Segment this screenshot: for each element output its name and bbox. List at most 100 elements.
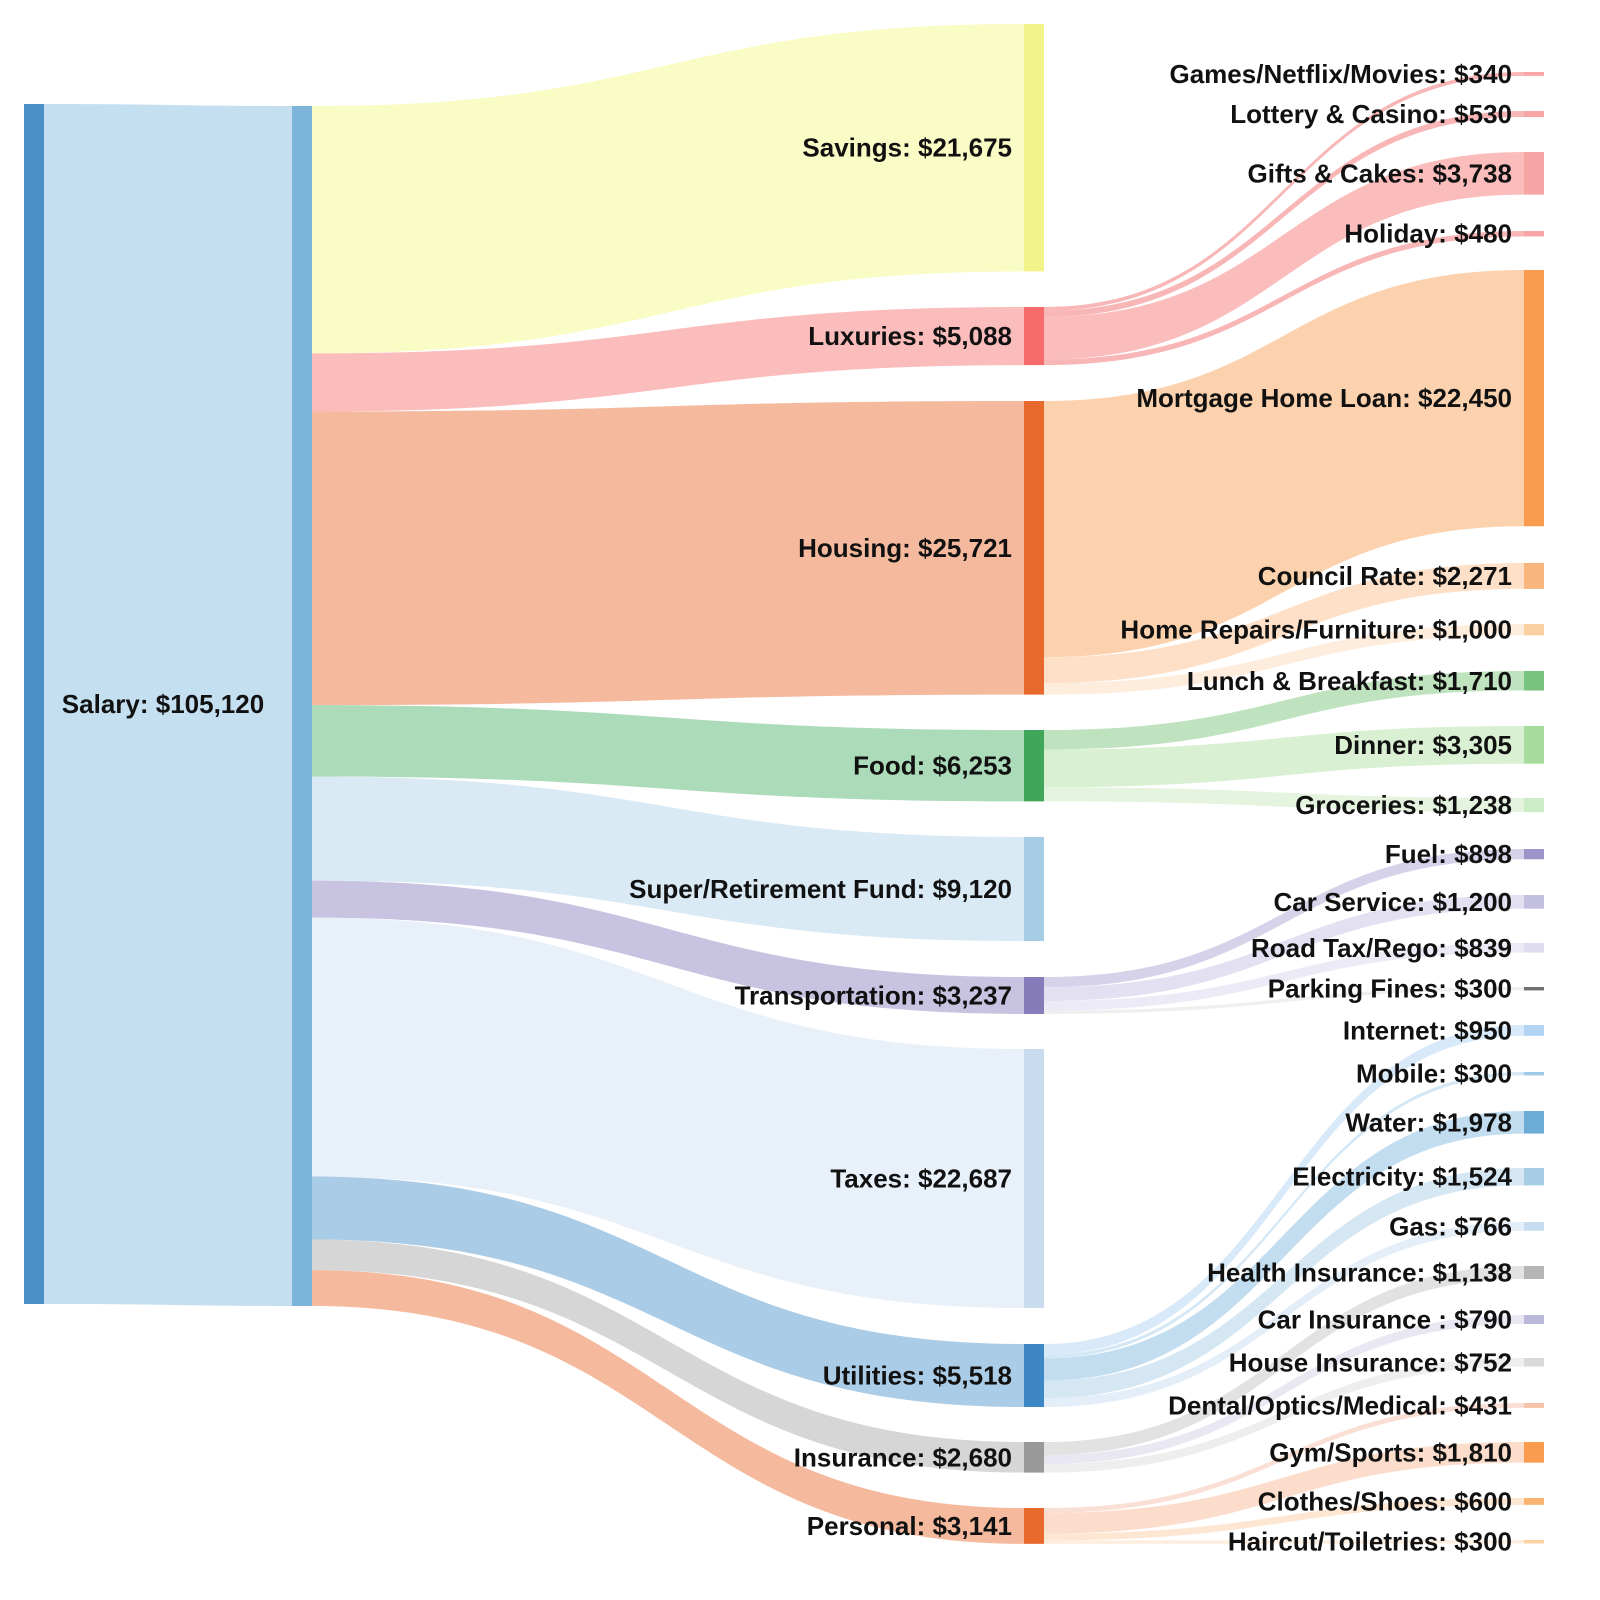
node-savings — [1024, 24, 1044, 272]
node-mobile — [1524, 1072, 1544, 1076]
label-transport: Transportation: $3,237 — [735, 980, 1012, 1010]
label-repairs: Home Repairs/Furniture: $1,000 — [1120, 615, 1512, 645]
label-super: Super/Retirement Fund: $9,120 — [629, 874, 1012, 904]
link-luxuries-games — [1044, 72, 1524, 311]
link-luxuries-gifts — [1044, 152, 1524, 360]
node-luxuries — [1024, 307, 1044, 366]
node-dinner — [1524, 726, 1544, 764]
node-carservice — [1524, 895, 1544, 909]
node-holiday — [1524, 231, 1544, 237]
label-groceries: Groceries: $1,238 — [1295, 790, 1512, 820]
label-parking: Parking Fines: $300 — [1268, 974, 1512, 1004]
link-salary-salary_split — [44, 104, 292, 1306]
label-utilities: Utilities: $5,518 — [823, 1360, 1012, 1390]
link-housing-mortgage — [1044, 270, 1524, 658]
link-food-lunch — [1044, 671, 1524, 750]
label-mobile: Mobile: $300 — [1356, 1059, 1512, 1089]
node-roadtax — [1524, 943, 1544, 953]
link-utilities-mobile — [1044, 1072, 1524, 1359]
label-health: Health Insurance: $1,138 — [1207, 1257, 1512, 1287]
label-council: Council Rate: $2,271 — [1258, 561, 1512, 591]
node-super — [1024, 837, 1044, 942]
sankey-nodes — [24, 24, 1544, 1544]
link-salary_split-utilities — [312, 1176, 1024, 1407]
link-luxuries-lottery — [1044, 111, 1524, 317]
label-carservice: Car Service: $1,200 — [1273, 887, 1512, 917]
link-personal-dental — [1044, 1403, 1524, 1513]
link-personal-haircut — [1044, 1540, 1524, 1544]
link-transport-parking — [1044, 987, 1524, 1014]
node-food — [1024, 730, 1044, 802]
link-salary_split-super — [312, 776, 1024, 942]
node-gas — [1524, 1222, 1544, 1231]
label-haircut: Haircut/Toiletries: $300 — [1228, 1527, 1512, 1557]
label-salary: Salary: $105,120 — [62, 689, 264, 719]
node-lottery — [1524, 111, 1544, 118]
link-salary_split-housing — [312, 401, 1024, 706]
label-gym: Gym/Sports: $1,810 — [1269, 1437, 1512, 1467]
link-salary_split-luxuries — [312, 307, 1024, 412]
link-utilities-internet — [1044, 1025, 1524, 1355]
node-games — [1524, 72, 1544, 76]
node-electricity — [1524, 1168, 1544, 1186]
node-housing — [1024, 401, 1044, 695]
link-salary_split-savings — [312, 24, 1024, 354]
node-insurance — [1024, 1442, 1044, 1473]
label-holiday: Holiday: $480 — [1344, 219, 1512, 249]
node-internet — [1524, 1025, 1544, 1036]
link-salary_split-food — [312, 705, 1024, 802]
node-groceries — [1524, 798, 1544, 813]
label-lottery: Lottery & Casino: $530 — [1230, 99, 1512, 129]
node-parking — [1524, 987, 1544, 991]
node-taxes — [1024, 1049, 1044, 1308]
label-carins: Car Insurance : $790 — [1258, 1305, 1512, 1335]
label-gas: Gas: $766 — [1389, 1211, 1512, 1241]
node-dental — [1524, 1403, 1544, 1408]
sankey-labels: Salary: $105,120 Savings: $21,675 Luxuries… — [62, 59, 1513, 1557]
label-clothes: Clothes/Shoes: $600 — [1258, 1486, 1512, 1516]
link-utilities-water — [1044, 1111, 1524, 1381]
link-housing-council — [1044, 563, 1524, 684]
label-food: Food: $6,253 — [853, 751, 1012, 781]
link-transport-fuel — [1044, 849, 1524, 988]
node-lunch — [1524, 671, 1544, 691]
label-internet: Internet: $950 — [1343, 1015, 1512, 1045]
label-mortgage: Mortgage Home Loan: $22,450 — [1136, 383, 1512, 413]
node-transport — [1024, 977, 1044, 1014]
node-utilities — [1024, 1344, 1044, 1407]
link-personal-clothes — [1044, 1498, 1524, 1541]
link-utilities-gas — [1044, 1222, 1524, 1407]
node-gifts — [1524, 152, 1544, 195]
label-electricity: Electricity: $1,524 — [1292, 1162, 1512, 1192]
label-savings: Savings: $21,675 — [802, 133, 1012, 163]
label-houseins: House Insurance: $752 — [1229, 1347, 1512, 1377]
node-haircut — [1524, 1540, 1544, 1544]
node-mortgage — [1524, 270, 1544, 527]
link-utilities-electricity — [1044, 1168, 1524, 1399]
link-salary_split-insurance — [312, 1239, 1024, 1473]
link-transport-carservice — [1044, 895, 1524, 1001]
label-games: Games/Netflix/Movies: $340 — [1170, 59, 1513, 89]
node-salary_split — [292, 106, 312, 1306]
node-houseins — [1524, 1358, 1544, 1367]
node-gym — [1524, 1442, 1544, 1463]
link-insurance-carins — [1044, 1315, 1524, 1465]
label-dental: Dental/Optics/Medical: $431 — [1168, 1390, 1512, 1420]
label-dinner: Dinner: $3,305 — [1334, 730, 1512, 760]
label-personal: Personal: $3,141 — [807, 1511, 1012, 1541]
label-insurance: Insurance: $2,680 — [794, 1442, 1012, 1472]
node-carins — [1524, 1315, 1544, 1325]
link-food-dinner — [1044, 726, 1524, 788]
node-clothes — [1524, 1498, 1544, 1505]
link-insurance-health — [1044, 1266, 1524, 1455]
label-luxuries: Luxuries: $5,088 — [808, 321, 1012, 351]
link-food-groceries — [1044, 787, 1524, 813]
link-personal-gym — [1044, 1442, 1524, 1534]
link-transport-roadtax — [1044, 943, 1524, 1011]
node-water — [1524, 1111, 1544, 1134]
label-gifts: Gifts & Cakes: $3,738 — [1248, 158, 1512, 188]
node-salary — [24, 104, 44, 1304]
label-water: Water: $1,978 — [1345, 1107, 1512, 1137]
node-repairs — [1524, 624, 1544, 636]
